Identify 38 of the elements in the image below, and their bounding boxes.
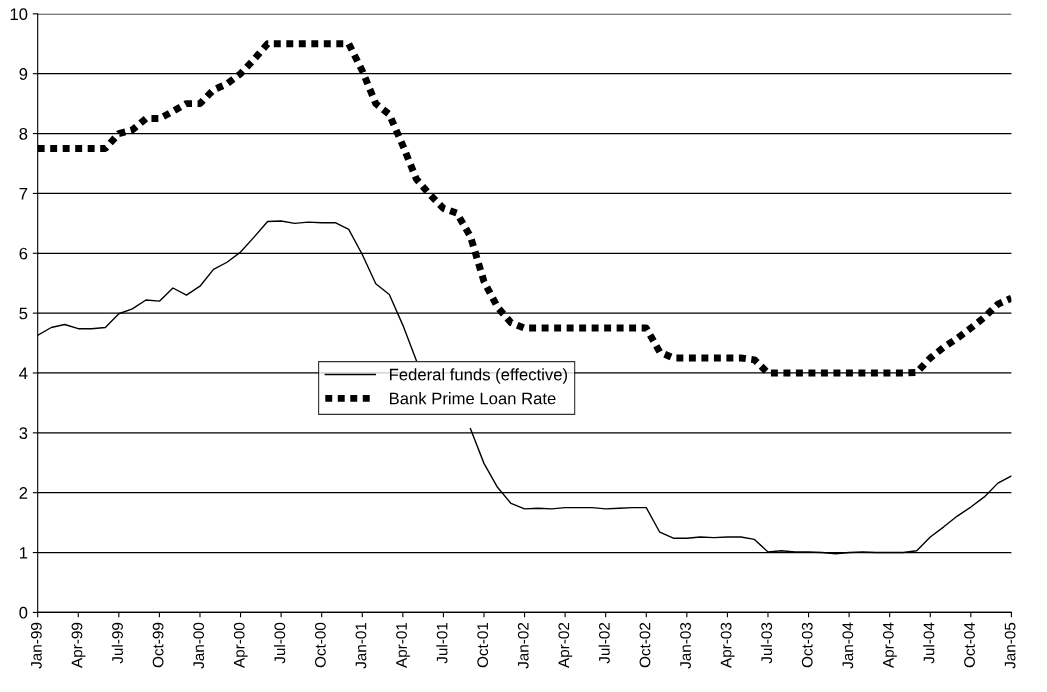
x-tick-label: Apr-02 — [558, 622, 573, 668]
x-tick-label: Apr-01 — [396, 622, 410, 668]
x-tick-label: Jul-99 — [111, 622, 123, 664]
y-tick-label: 6 — [19, 247, 28, 260]
x-tick-label: Oct-03 — [801, 622, 813, 668]
x-tick-label: Jan-04 — [842, 622, 854, 669]
legend-label: Federal funds (effective) — [389, 368, 567, 384]
y-tick-label: 2 — [19, 487, 28, 499]
x-tick-label: Jan-03 — [680, 622, 691, 669]
x-tick-label: Oct-99 — [152, 622, 164, 668]
y-tick-label: 8 — [19, 127, 28, 140]
y-tick-label: 5 — [19, 307, 28, 320]
x-tick-label: Oct-02 — [639, 622, 651, 668]
x-tick-label: Apr-00 — [233, 622, 248, 668]
y-tick-label: 10 — [10, 8, 28, 21]
y-tick-label: 4 — [19, 367, 28, 380]
y-tick-label: 3 — [19, 427, 28, 440]
x-tick-label: Jul-04 — [923, 622, 935, 664]
x-tick-label: Jan-01 — [355, 622, 367, 669]
y-tick-label: 1 — [19, 547, 28, 559]
y-tick-label: 7 — [19, 187, 28, 200]
x-tick-label: Jul-00 — [274, 622, 286, 664]
x-tick-label: Oct-00 — [314, 622, 326, 668]
x-tick-label: Jan-02 — [517, 622, 529, 669]
x-tick-label: Apr-03 — [720, 622, 735, 668]
x-tick-label: Apr-04 — [882, 622, 897, 668]
legend-label: Bank Prime Loan Rate — [389, 392, 556, 405]
x-tick-label: Apr-99 — [71, 622, 86, 668]
x-tick-label: Jan-05 — [1004, 622, 1016, 669]
x-tick-label: Oct-01 — [477, 622, 489, 668]
x-tick-label: Oct-04 — [964, 622, 975, 668]
x-tick-label: Jan-00 — [193, 622, 205, 669]
x-tick-label: Jul-02 — [598, 622, 610, 664]
x-tick-label: Jul-01 — [436, 622, 448, 664]
x-tick-label: Jan-99 — [30, 622, 42, 669]
x-tick-label: Jul-03 — [760, 622, 773, 664]
y-tick-label: 9 — [19, 68, 28, 80]
y-tick-label: 0 — [19, 606, 28, 619]
